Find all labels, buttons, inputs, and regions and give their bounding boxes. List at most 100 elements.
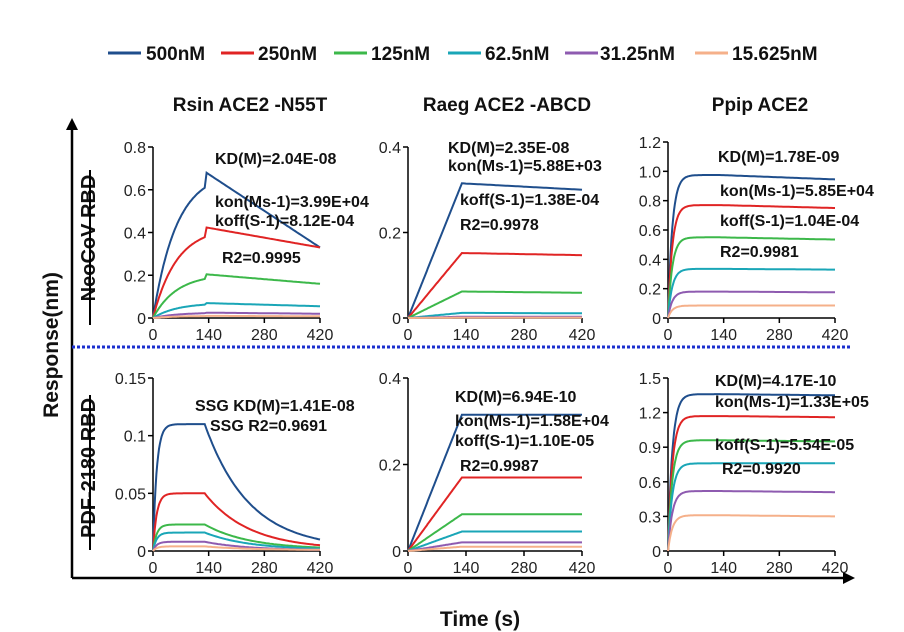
series-250nM xyxy=(152,226,321,319)
annotation-r2: SSG R2=0.9691 xyxy=(210,418,327,435)
series-62.5nM xyxy=(152,531,321,552)
series-31.25nM xyxy=(152,311,320,319)
y-tick-label: 0 xyxy=(652,544,661,561)
series-15.625nM xyxy=(152,314,320,319)
column-title-3: Ppip ACE2 xyxy=(712,95,808,116)
x-tick-label: 420 xyxy=(307,327,334,344)
x-tick-label: 420 xyxy=(822,560,849,577)
legend: 500nM 250nM 125nM 62.5nM 31.25nM 15.625n… xyxy=(108,44,818,65)
series-250nM xyxy=(667,204,835,319)
x-tick-label: 0 xyxy=(404,560,413,577)
series-62.5nM xyxy=(667,462,835,552)
series-500nM xyxy=(407,413,582,552)
annotation-koff: koff(S-1)=8.12E-04 xyxy=(215,213,354,230)
series-62.5nM xyxy=(407,530,582,552)
panel-pdf2180-raeg: 0 0.2 0.4 0 140 280 420 xyxy=(379,371,596,577)
y-tick-label: 0.9 xyxy=(639,440,661,457)
x-tick-label: 0 xyxy=(149,327,158,344)
y-tick-label: 0.15 xyxy=(115,371,146,388)
outer-x-arrow xyxy=(843,572,855,584)
y-tick-label: 0.05 xyxy=(115,486,146,503)
legend-label-15.625nM: 15.625nM xyxy=(732,44,818,65)
y-tick-label: 0.6 xyxy=(639,223,661,240)
series-31.25nM xyxy=(667,290,835,319)
y-tick-label: 0.2 xyxy=(639,282,661,299)
series-62.5nM xyxy=(667,267,835,319)
y-tick-label: 1.2 xyxy=(639,406,661,423)
annotation-kon: kon(Ms-1)=1.58E+04 xyxy=(455,413,609,430)
x-tick-label: 280 xyxy=(766,327,793,344)
annotation-r2: R2=0.9978 xyxy=(460,217,539,234)
x-tick-label: 280 xyxy=(511,560,538,577)
panel-pdf2180-rsin: 0 0.05 0.1 0.15 0 140 280 420 xyxy=(115,371,334,577)
x-tick-label: 280 xyxy=(766,560,793,577)
annotation-kd: KD(M)=4.17E-10 xyxy=(715,373,836,390)
y-tick-label: 0.8 xyxy=(124,140,146,157)
annotation-kon: kon(Ms-1)=1.33E+05 xyxy=(715,394,869,411)
series-31.25nM xyxy=(667,490,835,552)
panel-neocov-ppip: 0 0.2 0.4 0.6 0.8 1.0 1.2 0 140 280 420 xyxy=(639,135,849,344)
outer-y-arrow xyxy=(66,118,78,130)
series-500nM xyxy=(667,174,836,319)
x-tick-label: 420 xyxy=(822,327,849,344)
series-125nM xyxy=(407,513,582,552)
y-tick-label: 0 xyxy=(137,544,146,561)
annotation-kd: KD(M)=2.04E-08 xyxy=(215,151,336,168)
x-tick-label: 420 xyxy=(569,560,596,577)
y-tick-label: 1.0 xyxy=(639,164,661,181)
y-tick-label: 0.2 xyxy=(379,226,401,243)
x-tick-label: 420 xyxy=(307,560,334,577)
y-tick-label: 1.2 xyxy=(639,135,661,152)
y-tick-label: 0 xyxy=(652,311,661,328)
annotation-kd: KD(M)=6.94E-10 xyxy=(455,389,576,406)
y-tick-label: 0.4 xyxy=(124,226,146,243)
series-15.625nM xyxy=(407,545,582,552)
x-tick-label: 280 xyxy=(511,327,538,344)
series-500nM xyxy=(152,171,321,319)
annotation-koff: koff(S-1)=1.10E-05 xyxy=(455,433,594,450)
annotation-kd: KD(M)=1.78E-09 xyxy=(718,149,839,166)
series-500nM xyxy=(667,393,835,552)
annotation-kd: SSG KD(M)=1.41E-08 xyxy=(195,398,355,415)
y-tick-label: 0.4 xyxy=(379,140,401,157)
x-tick-label: 140 xyxy=(195,327,222,344)
annotation-r2: R2=0.9995 xyxy=(222,250,301,267)
y-tick-label: 0.3 xyxy=(639,509,661,526)
panel-pdf2180-ppip: 0 0.3 0.6 0.9 1.2 1.5 0 140 280 420 xyxy=(639,371,849,577)
legend-label-31.25nM: 31.25nM xyxy=(600,44,675,65)
x-tick-label: 140 xyxy=(710,327,737,344)
series-500nM xyxy=(152,423,321,552)
series-31.25nM xyxy=(407,541,582,552)
y-axis-title: Response(nm) xyxy=(40,272,63,418)
legend-label-500nM: 500nM xyxy=(146,44,205,65)
series-250nM xyxy=(407,476,582,552)
annotation-koff: koff(S-1)=1.38E-04 xyxy=(460,192,599,209)
series-125nM xyxy=(152,273,321,319)
series-62.5nM xyxy=(152,302,320,319)
y-tick-label: 0 xyxy=(392,544,401,561)
annotation-kon: kon(Ms-1)=5.88E+03 xyxy=(448,158,602,175)
column-title-1: Rsin ACE2 -N55T xyxy=(173,95,328,116)
x-tick-label: 280 xyxy=(251,327,278,344)
y-tick-label: 0.4 xyxy=(379,371,401,388)
y-tick-label: 0.4 xyxy=(639,252,661,269)
series-125nM xyxy=(407,290,582,319)
annotation-koff: koff(S-1)=1.04E-04 xyxy=(720,213,859,230)
x-tick-label: 140 xyxy=(710,560,737,577)
annotation-r2: R2=0.9987 xyxy=(460,458,539,475)
y-tick-label: 0.8 xyxy=(639,194,661,211)
outer-axes xyxy=(66,118,855,584)
series-15.625nM xyxy=(667,514,835,552)
legend-label-250nM: 250nM xyxy=(258,44,317,65)
x-axis-title: Time (s) xyxy=(440,608,520,631)
y-tick-label: 0 xyxy=(137,311,146,328)
series-250nM xyxy=(667,415,835,552)
series-125nM xyxy=(152,523,320,552)
legend-label-62.5nM: 62.5nM xyxy=(485,44,549,65)
legend-label-125nM: 125nM xyxy=(371,44,430,65)
panel-neocov-raeg: 0 0.2 0.4 0 140 280 420 xyxy=(379,140,596,344)
y-tick-label: 0.2 xyxy=(124,268,146,285)
x-tick-label: 0 xyxy=(664,560,673,577)
annotation-koff: koff(S-1)=5.54E-05 xyxy=(715,437,854,454)
